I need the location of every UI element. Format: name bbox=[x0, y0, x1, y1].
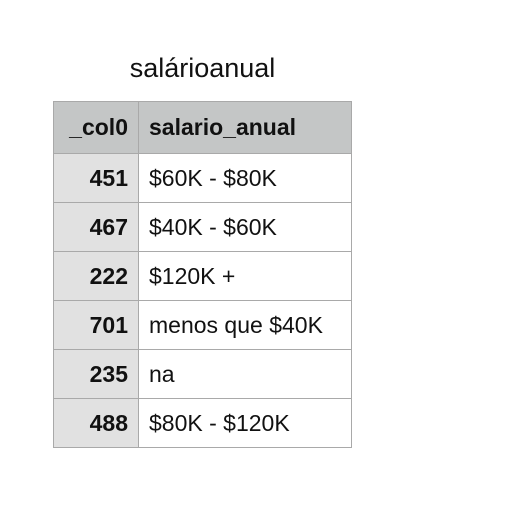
column-header-index: _col0 bbox=[53, 101, 139, 154]
row-index-cell: 235 bbox=[53, 349, 139, 399]
row-index-cell: 467 bbox=[53, 202, 139, 252]
salary-cell: $40K - $60K bbox=[138, 202, 352, 252]
row-index-cell: 488 bbox=[53, 398, 139, 448]
salary-cell: $120K + bbox=[138, 251, 352, 301]
data-table: _col0 salario_anual 451 $60K - $80K 467 … bbox=[53, 101, 352, 448]
table-row: 222 $120K + bbox=[53, 251, 352, 301]
salary-cell: na bbox=[138, 349, 352, 399]
table-row: 701 menos que $40K bbox=[53, 300, 352, 350]
table-row: 235 na bbox=[53, 349, 352, 399]
table-row: 488 $80K - $120K bbox=[53, 398, 352, 448]
table-row: 451 $60K - $80K bbox=[53, 153, 352, 203]
salary-cell: $80K - $120K bbox=[138, 398, 352, 448]
column-header-salario-anual: salario_anual bbox=[138, 101, 352, 154]
table-row: 467 $40K - $60K bbox=[53, 202, 352, 252]
salary-cell: menos que $40K bbox=[138, 300, 352, 350]
header-row: _col0 salario_anual bbox=[53, 101, 352, 154]
row-index-cell: 451 bbox=[53, 153, 139, 203]
salary-cell: $60K - $80K bbox=[138, 153, 352, 203]
table-title: salárioanual bbox=[129, 53, 276, 83]
row-index-cell: 222 bbox=[53, 251, 139, 301]
row-index-cell: 701 bbox=[53, 300, 139, 350]
